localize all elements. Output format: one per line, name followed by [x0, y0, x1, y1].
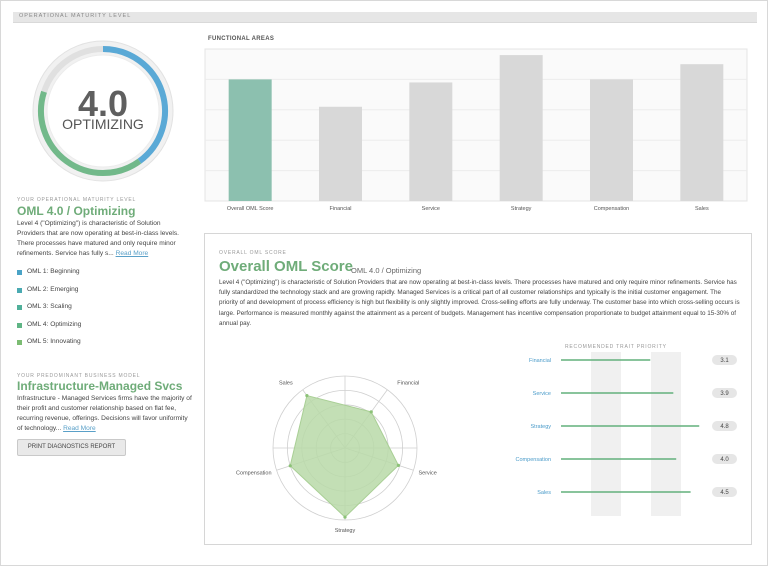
gauge-value: 4.0	[77, 83, 129, 124]
trait-value-badge	[712, 454, 737, 464]
bar-label: Service	[422, 206, 440, 212]
radar-axis-label: Service	[418, 470, 436, 476]
radar-point-financial[interactable]	[369, 410, 373, 414]
bar-label: Sales	[695, 206, 709, 212]
maturity-title: OML 4.0 / Optimizing	[17, 204, 136, 218]
trait-band	[591, 352, 621, 516]
radar-axis-label: Financial	[397, 381, 419, 387]
maturity-read-more-link[interactable]: Read More	[115, 250, 149, 257]
trait-value: 4.8	[720, 424, 729, 430]
maturity-body: Level 4 ("Optimizing") is characteristic…	[17, 220, 179, 257]
trait-value: 4.5	[720, 490, 729, 496]
bar-compensation[interactable]	[590, 79, 633, 201]
level-swatch	[17, 340, 22, 345]
trait-label[interactable]: Strategy	[531, 424, 552, 430]
overall-description: Level 4 ("Optimizing") is characteristic…	[219, 279, 740, 327]
radar-chart: Financial Service Strategy Compensation Sale…	[236, 375, 437, 534]
trait-value: 3.1	[720, 358, 729, 364]
trait-label[interactable]: Sales	[537, 490, 551, 496]
trait-value: 4.0	[720, 457, 729, 463]
business-model-read-more-link[interactable]: Read More	[63, 425, 96, 432]
level-swatch	[17, 322, 22, 328]
gauge-arc-green	[38, 90, 142, 176]
business-model-body: Infrastructure - Managed Services firms …	[17, 395, 192, 432]
level-label: OML 1: Beginning	[27, 268, 80, 275]
bar-label: Financial	[329, 206, 351, 212]
radar-axis-label: Sales	[279, 381, 293, 387]
overall-title: Overall OML Score	[219, 258, 353, 275]
trait-label[interactable]: Service	[533, 391, 551, 397]
level-label: OML 2: Emerging	[27, 285, 79, 293]
trait-priority-chart: Financial 3.1 Service 3.9 Strategy 4.8 Compens…	[516, 352, 737, 516]
level-swatch	[17, 305, 22, 310]
trait-value-badge	[712, 388, 737, 398]
trait-label[interactable]: Compensation	[516, 457, 551, 463]
gauge-label: OPTIMIZING	[62, 116, 144, 132]
business-model-description: Infrastructure - Managed Services firms …	[17, 394, 193, 434]
bar-strategy[interactable]	[499, 55, 543, 201]
business-model-title: Infrastructure-Managed Svcs	[17, 379, 183, 393]
level-label: OML 4: Optimizing	[27, 320, 82, 328]
section-header-title: OPERATIONAL MATURITY LEVEL	[19, 13, 132, 19]
radar-point-service[interactable]	[396, 463, 401, 467]
overall-score-panel: OVERALL OML SCORE Overall OML Score OML …	[204, 233, 752, 545]
bar-sales[interactable]	[680, 64, 724, 201]
radar-point-compensation[interactable]	[288, 464, 292, 468]
gauge-arc-blue	[102, 46, 168, 164]
radar-point-strategy[interactable]	[343, 515, 347, 519]
chart-plot-area	[204, 48, 748, 202]
maturity-gauge: 4.0 OPTIMIZING	[21, 36, 185, 186]
maturity-description: Level 4 ("Optimizing") is characteristic…	[17, 219, 187, 259]
trait-priority: RECOMMENDED TRAIT PRIORITY Financial 3.1 S…	[505, 344, 745, 524]
level-label: OML 5: Innovating	[27, 338, 81, 345]
bar-financial[interactable]	[319, 106, 362, 201]
trait-value-badge	[712, 421, 737, 431]
trait-label[interactable]: Financial	[529, 358, 551, 364]
bar-label: Strategy	[511, 206, 532, 212]
trait-value: 3.9	[720, 391, 729, 397]
print-diagnostics-button[interactable]: PRINT DIAGNOSTICS REPORT	[17, 439, 126, 456]
overall-small-label: OVERALL OML SCORE	[219, 250, 287, 256]
radar-point-sales[interactable]	[305, 393, 309, 398]
trait-value-badge	[712, 355, 737, 365]
bar-service[interactable]	[409, 82, 453, 201]
overall-subtitle: OML 4.0 / Optimizing	[351, 266, 422, 275]
radar-series-area	[289, 395, 399, 518]
gauge-ring	[32, 40, 174, 182]
business-model-small-label: YOUR PREDOMINANT BUSINESS MODEL	[17, 373, 141, 379]
radar-axis-label: Strategy	[335, 528, 356, 534]
bar-overall-oml-score[interactable]	[228, 79, 272, 201]
bar-label: Overall OML Score	[227, 206, 274, 212]
functional-areas-chart: Overall OML Score Financial Service Strateg…	[204, 48, 748, 212]
radar-axis-label: Compensation	[236, 470, 271, 476]
trait-priority-title: RECOMMENDED TRAIT PRIORITY	[565, 344, 667, 350]
level-label: OML 3: Scaling	[27, 303, 72, 310]
functional-areas-title: FUNCTIONAL AREAS	[208, 36, 275, 42]
trait-band	[651, 352, 681, 516]
bar-label: Compensation	[594, 206, 629, 212]
section-header-bar: OPERATIONAL MATURITY LEVEL	[13, 12, 757, 23]
maturity-small-label: YOUR OPERATIONAL MATURITY LEVEL	[17, 197, 137, 203]
trait-value-badge	[712, 487, 737, 497]
level-swatch	[17, 287, 22, 293]
level-swatch	[17, 270, 22, 275]
